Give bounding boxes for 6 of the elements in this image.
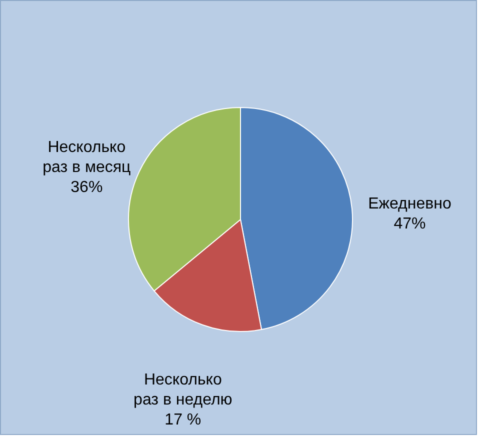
slice-label: Ежедневно xyxy=(368,196,452,212)
slice-label: Несколько раз в неделю xyxy=(134,371,232,408)
data-label: 47% xyxy=(394,216,426,232)
slice-label: Несколько раз в месяц xyxy=(42,139,131,176)
data-label: 36% xyxy=(70,179,103,196)
data-label: 17 % xyxy=(164,411,202,428)
